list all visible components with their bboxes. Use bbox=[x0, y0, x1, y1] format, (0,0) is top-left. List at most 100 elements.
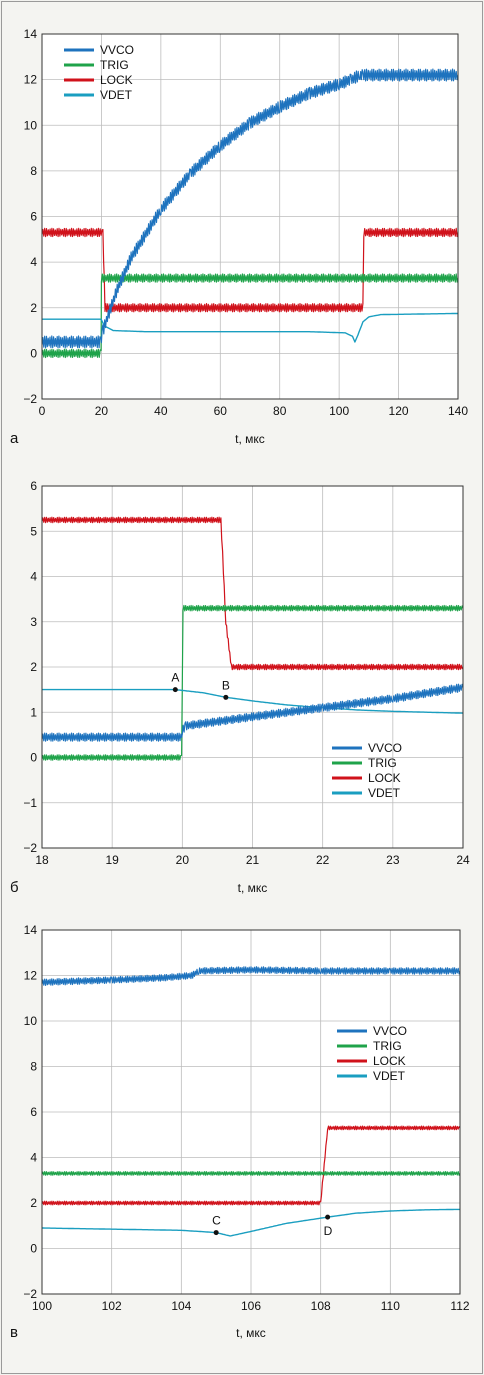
series-line-vdet bbox=[42, 1208, 460, 1237]
panel-label: б bbox=[10, 879, 19, 896]
y-tick-label: 2 bbox=[30, 301, 37, 315]
y-tick-label: 8 bbox=[30, 1060, 37, 1074]
y-tick-label: 0 bbox=[30, 751, 37, 765]
series-line-trig bbox=[42, 604, 463, 761]
legend-label-lock: LOCK bbox=[373, 1054, 406, 1068]
legend-label-vvco: VVCO bbox=[100, 43, 134, 57]
x-tick-label: 23 bbox=[386, 853, 400, 867]
y-tick-label: 4 bbox=[30, 570, 37, 584]
y-tick-label: 10 bbox=[24, 118, 38, 132]
x-tick-label: 0 bbox=[39, 404, 46, 418]
y-tick-label: −2 bbox=[23, 392, 37, 406]
x-tick-label: 22 bbox=[316, 853, 330, 867]
series-group bbox=[42, 68, 458, 359]
x-tick-label: 102 bbox=[102, 1299, 122, 1313]
annotation-label-a: A bbox=[171, 671, 179, 685]
legend-label-trig: TRIG bbox=[373, 1039, 402, 1053]
x-tick-label: 20 bbox=[95, 404, 109, 418]
x-tick-label: 19 bbox=[105, 853, 119, 867]
annotation-point-b bbox=[223, 694, 229, 700]
series-line-lock bbox=[42, 516, 463, 671]
legend-label-trig: TRIG bbox=[100, 58, 129, 72]
x-tick-label: 40 bbox=[154, 404, 168, 418]
series-group bbox=[42, 516, 463, 761]
annotation-point-c bbox=[213, 1230, 219, 1236]
x-tick-label: 110 bbox=[381, 1299, 400, 1313]
plot-border bbox=[41, 485, 464, 849]
series-line-trig bbox=[42, 1170, 460, 1176]
x-tick-label: 108 bbox=[311, 1299, 331, 1313]
series-line-vvco bbox=[42, 683, 463, 742]
y-tick-label: 2 bbox=[30, 660, 37, 674]
y-tick-label: −1 bbox=[23, 796, 37, 810]
series-line-vvco bbox=[42, 68, 458, 349]
series-line-trig bbox=[42, 273, 458, 359]
plot-border bbox=[41, 929, 461, 1295]
x-tick-label: 80 bbox=[273, 404, 287, 418]
legend-label-vdet: VDET bbox=[373, 1069, 406, 1083]
x-tick-label: 20 bbox=[176, 853, 190, 867]
y-tick-label: 12 bbox=[24, 73, 38, 87]
y-tick-label: −2 bbox=[23, 1287, 37, 1301]
y-tick-label: 0 bbox=[30, 346, 37, 360]
annotation-point-a bbox=[172, 687, 178, 693]
series-line-vdet bbox=[42, 688, 463, 714]
x-axis-label: t, мкс bbox=[238, 881, 268, 895]
y-tick-label: 14 bbox=[24, 923, 38, 937]
annotation-label-d: D bbox=[324, 1224, 333, 1238]
x-tick-label: 100 bbox=[32, 1299, 52, 1313]
series-group bbox=[42, 966, 460, 1237]
y-tick-label: 12 bbox=[24, 969, 38, 983]
y-tick-label: 14 bbox=[24, 27, 38, 41]
x-tick-label: 140 bbox=[448, 404, 468, 418]
x-tick-label: 106 bbox=[241, 1299, 261, 1313]
legend-label-lock: LOCK bbox=[100, 73, 133, 87]
x-tick-label: 100 bbox=[329, 404, 349, 418]
y-tick-label: 0 bbox=[30, 1242, 37, 1256]
x-axis-label: t, мкс bbox=[236, 1326, 266, 1340]
y-tick-label: 6 bbox=[30, 1105, 37, 1119]
y-tick-label: 8 bbox=[30, 164, 37, 178]
x-tick-label: 24 bbox=[456, 853, 470, 867]
legend-label-vdet: VDET bbox=[368, 786, 401, 800]
plot-border bbox=[41, 33, 459, 400]
legend-label-vvco: VVCO bbox=[368, 741, 402, 755]
y-tick-label: 6 bbox=[30, 479, 37, 493]
y-tick-label: 5 bbox=[30, 524, 37, 538]
y-tick-label: −2 bbox=[23, 841, 37, 855]
annotation-point-d bbox=[325, 1214, 331, 1220]
annotation-label-b: B bbox=[222, 678, 230, 692]
x-tick-label: 60 bbox=[214, 404, 228, 418]
y-tick-label: 4 bbox=[30, 255, 37, 269]
x-tick-label: 18 bbox=[35, 853, 49, 867]
y-tick-label: 10 bbox=[24, 1014, 38, 1028]
y-tick-label: 4 bbox=[30, 1151, 37, 1165]
legend-label-vvco: VVCO bbox=[373, 1024, 407, 1038]
x-tick-label: 112 bbox=[450, 1299, 469, 1313]
series-line-vvco bbox=[42, 966, 460, 987]
legend-label-vdet: VDET bbox=[100, 88, 133, 102]
legend-label-lock: LOCK bbox=[368, 771, 401, 785]
panel-label: а bbox=[10, 430, 19, 447]
y-tick-label: 1 bbox=[30, 705, 37, 719]
y-tick-label: 6 bbox=[30, 210, 37, 224]
y-tick-label: 3 bbox=[30, 615, 37, 629]
x-axis-label: t, мкс bbox=[235, 432, 265, 446]
x-tick-label: 120 bbox=[389, 404, 409, 418]
panel-label: в bbox=[10, 1324, 18, 1341]
chart-panel-в: 100 102 104 106 108 110 112 −2 0 2 4 6 8 10 12 14 t, мкс… bbox=[10, 923, 470, 1341]
series-line-vdet bbox=[42, 312, 458, 343]
annotation-label-c: C bbox=[212, 1214, 221, 1228]
series-line-lock bbox=[42, 1125, 460, 1206]
legend-label-trig: TRIG bbox=[368, 756, 397, 770]
y-tick-label: 2 bbox=[30, 1196, 37, 1210]
x-tick-label: 21 bbox=[246, 853, 260, 867]
x-tick-label: 104 bbox=[171, 1299, 191, 1313]
